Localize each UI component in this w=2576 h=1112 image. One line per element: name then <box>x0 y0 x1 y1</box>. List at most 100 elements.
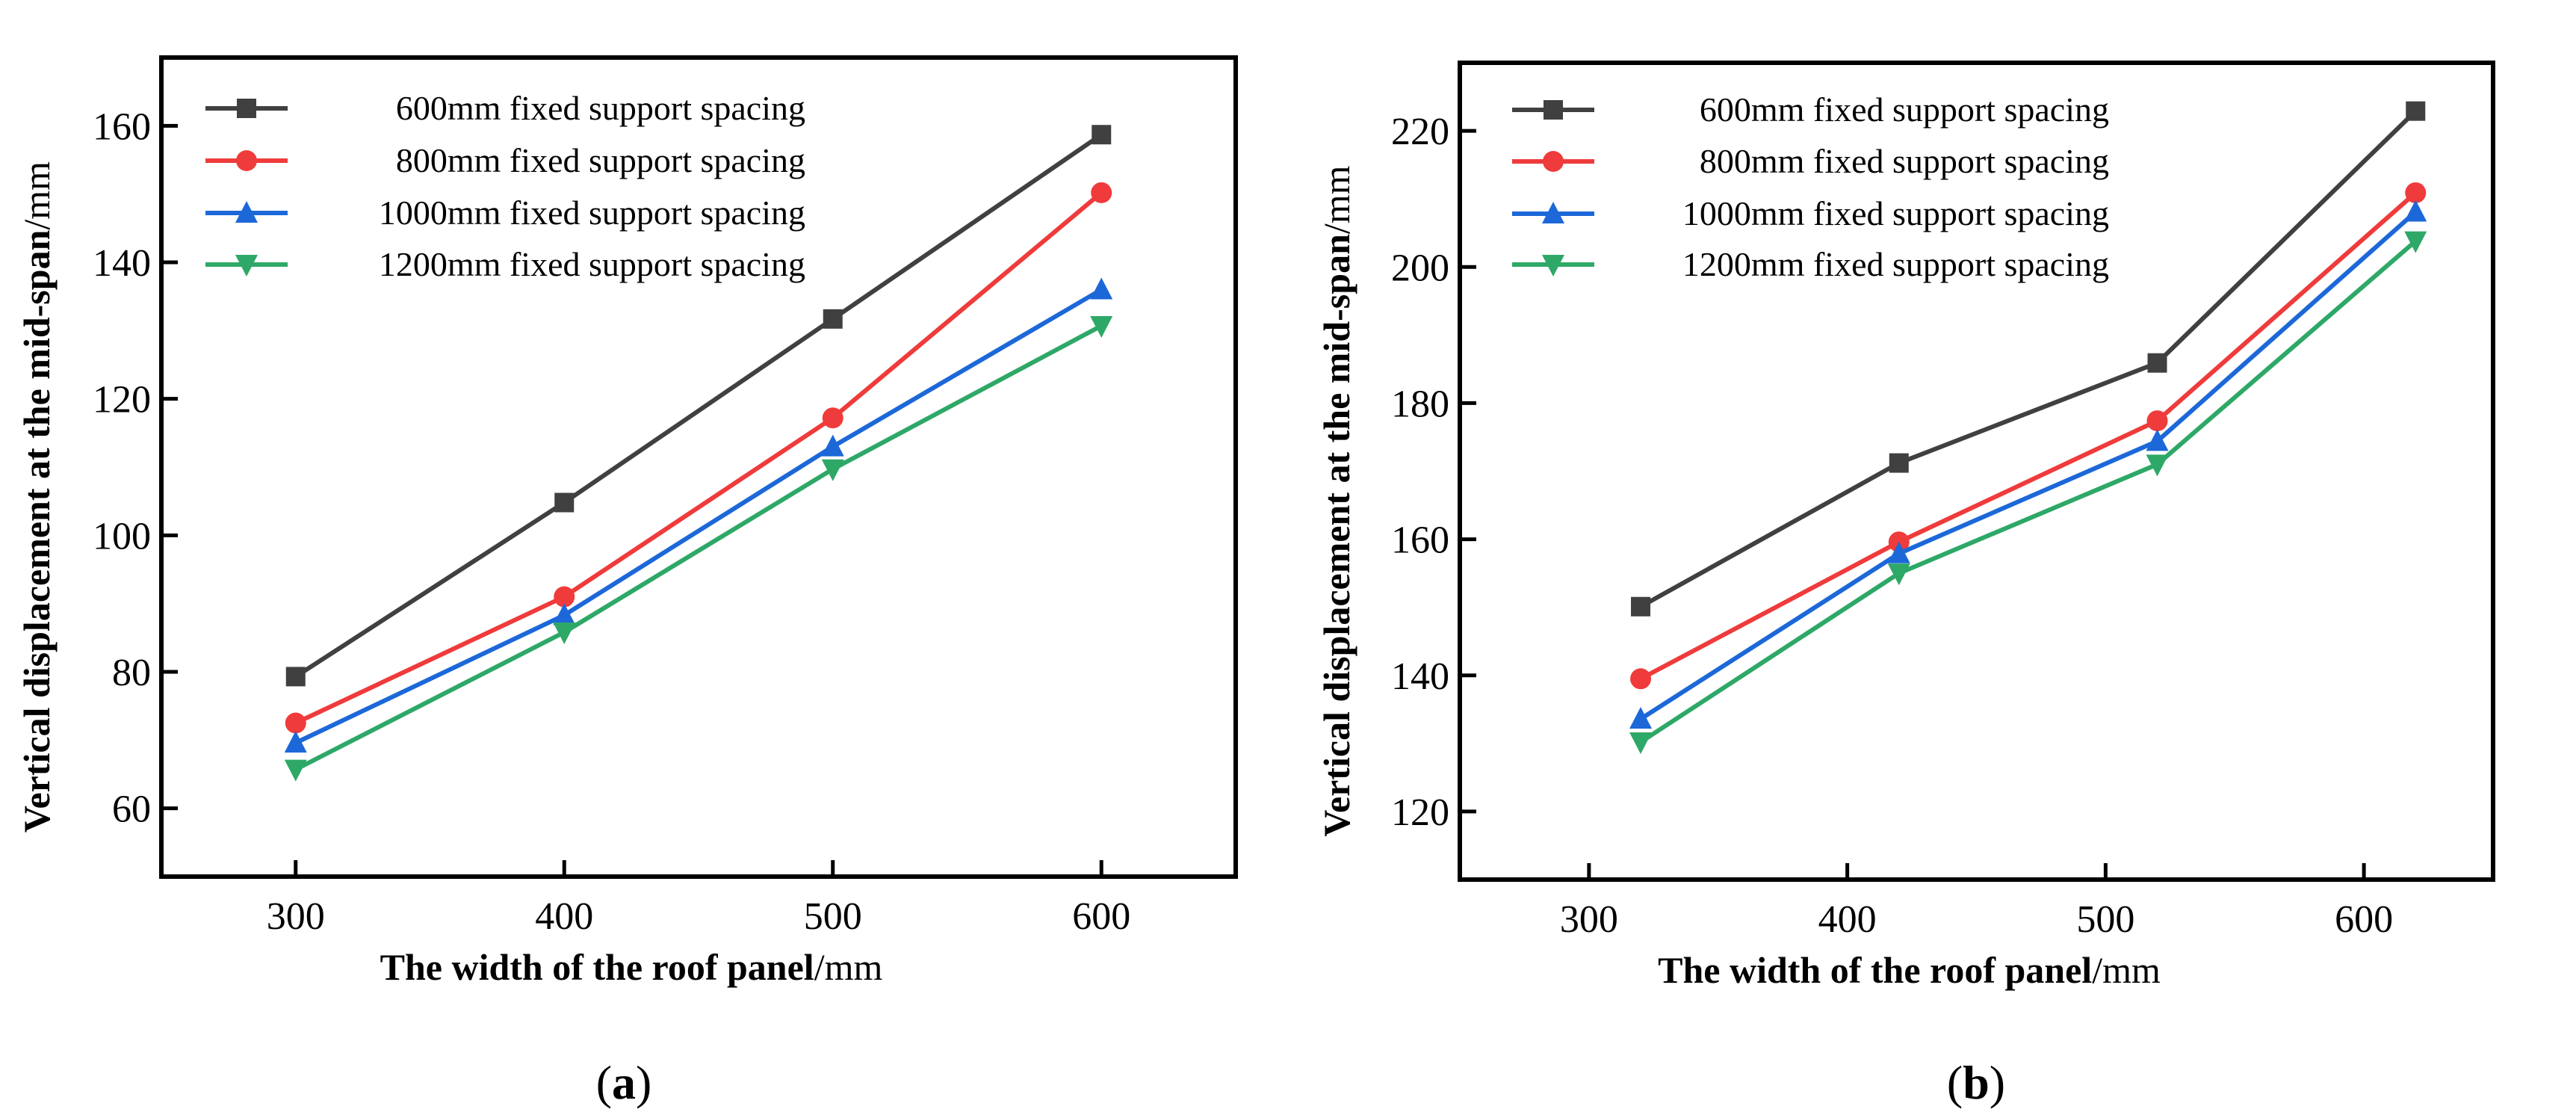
y-tick-label: 100 <box>93 515 151 557</box>
x-tick-label: 600 <box>2335 898 2393 941</box>
x-axis-title: The width of the roof panel <box>1658 949 2092 991</box>
triangle-down-marker <box>821 459 844 481</box>
triangle-up-marker <box>1090 277 1113 300</box>
plot-frame <box>1458 61 2495 882</box>
x-axis-unit: /mm <box>814 946 883 988</box>
y-axis-label: Vertical displacement at the mid-span/mm <box>1316 165 1357 836</box>
x-tick-label: 400 <box>1818 898 1877 941</box>
legend-label: 600mm fixed support spacing <box>396 89 805 127</box>
chart-a: 300 400 500 600 60 80 100 120 140 160 600mm fixed… <box>16 55 1238 1109</box>
y-axis-title: Vertical displacement at the mid-span <box>16 229 58 833</box>
caption-open-paren: ( <box>1947 1056 1963 1109</box>
square-marker <box>285 667 306 687</box>
triangle-down-marker <box>284 759 307 782</box>
series-1 <box>285 182 1112 734</box>
triangle-up-marker <box>2404 200 2427 222</box>
series-0 <box>1631 101 2426 617</box>
x-tick-label: 600 <box>1072 895 1130 938</box>
panel-caption: (a) <box>596 1056 652 1109</box>
y-axis-label: Vertical displacement at the mid-span/mm <box>16 161 58 833</box>
caption-letter: b <box>1963 1056 1990 1109</box>
x-tick-label: 500 <box>804 895 862 938</box>
triangle-up-marker <box>235 201 258 223</box>
y-axis-unit: /mm <box>16 161 58 230</box>
square-marker <box>1544 100 1563 120</box>
y-tick-label: 120 <box>93 379 151 421</box>
triangle-up-marker <box>553 603 576 626</box>
caption-close-paren: ) <box>1990 1056 2005 1109</box>
series-line <box>294 191 1103 726</box>
caption-open-paren: ( <box>596 1056 612 1109</box>
series-line <box>1639 210 2418 721</box>
triangle-up-marker <box>2146 429 2169 451</box>
x-tick-label: 500 <box>2076 898 2134 941</box>
y-axis-unit: /mm <box>1316 165 1357 234</box>
series-line <box>1639 191 2418 681</box>
circle-marker <box>2146 410 2168 432</box>
legend-label: 1000mm fixed support spacing <box>1682 194 2109 232</box>
circle-marker <box>236 150 257 171</box>
y-tick-label: 140 <box>93 242 151 285</box>
legend-label: 800mm fixed support spacing <box>1700 142 2109 180</box>
legend-label: 1200mm fixed support spacing <box>1682 245 2109 283</box>
triangle-up-marker <box>1887 541 1910 563</box>
caption-letter: a <box>612 1056 636 1109</box>
y-tick-label: 180 <box>1391 383 1449 425</box>
circle-marker <box>554 586 575 608</box>
triangle-down-marker <box>553 623 576 645</box>
square-marker <box>1631 596 1651 617</box>
x-tick-label: 300 <box>267 895 325 938</box>
y-tick-label: 60 <box>112 788 151 831</box>
series-3 <box>1629 231 2427 755</box>
triangle-down-marker <box>1090 315 1113 338</box>
circle-marker <box>1091 182 1112 203</box>
triangle-down-marker <box>2146 454 2169 477</box>
square-marker <box>237 99 256 118</box>
triangle-down-marker <box>2404 231 2427 253</box>
triangle-up-marker <box>1542 202 1564 223</box>
series-line <box>1639 109 2418 609</box>
y-tick-label: 140 <box>1391 655 1449 698</box>
plot-frame <box>159 55 1238 879</box>
triangle-down-marker <box>1887 563 1910 586</box>
x-axis-title: The width of the roof panel <box>380 946 814 988</box>
x-axis-label: The width of the roof panel/mm <box>1658 949 2161 991</box>
y-tick-label: 160 <box>93 105 151 148</box>
circle-marker <box>1630 668 1652 690</box>
triangle-up-marker <box>284 730 307 753</box>
square-marker <box>1092 125 1112 145</box>
caption-close-paren: ) <box>636 1056 651 1109</box>
y-tick-label: 200 <box>1391 247 1449 289</box>
legend-label: 600mm fixed support spacing <box>1700 90 2109 129</box>
y-tick-label: 120 <box>1391 791 1449 834</box>
triangle-up-marker <box>1629 707 1653 729</box>
triangle-down-marker <box>235 255 258 277</box>
legend-label: 800mm fixed support spacing <box>396 141 805 179</box>
series-line <box>294 324 1103 772</box>
series-2 <box>284 277 1113 753</box>
series-line <box>1639 239 2418 744</box>
x-axis-label: The width of the roof panel/mm <box>380 946 883 988</box>
x-tick-label: 400 <box>535 895 593 938</box>
chart-b: 300 400 500 600 120 140 160 180 200 220 600mm fix… <box>1316 61 2495 1109</box>
y-tick-label: 160 <box>1391 519 1449 562</box>
series-line <box>294 287 1103 745</box>
circle-marker <box>285 712 306 734</box>
square-marker <box>2147 353 2167 373</box>
circle-marker <box>1543 151 1564 172</box>
triangle-up-marker <box>821 434 844 457</box>
circle-marker <box>822 407 843 429</box>
y-tick-label: 80 <box>112 652 151 694</box>
square-marker <box>2406 101 2426 121</box>
square-marker <box>554 492 575 513</box>
series-line <box>294 132 1103 679</box>
legend-label: 1200mm fixed support spacing <box>379 245 805 283</box>
series-3 <box>284 315 1113 782</box>
x-tick-label: 300 <box>1560 898 1618 941</box>
triangle-down-marker <box>1629 732 1653 755</box>
square-marker <box>1889 453 1909 473</box>
series-2 <box>1629 200 2427 729</box>
square-marker <box>823 309 843 329</box>
x-axis-unit: /mm <box>2092 949 2161 991</box>
